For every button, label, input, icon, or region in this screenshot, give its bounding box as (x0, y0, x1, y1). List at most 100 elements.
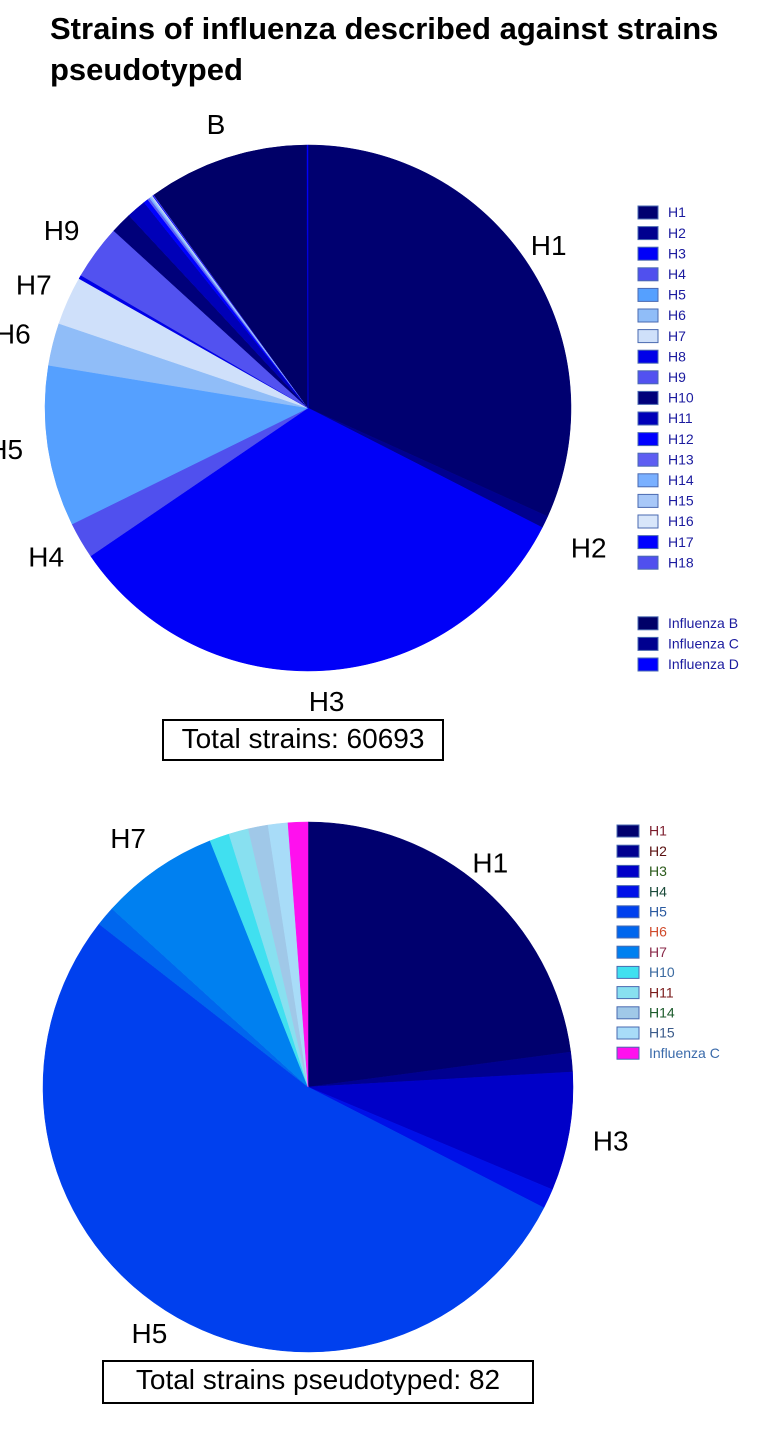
legend-label: H6 (649, 924, 667, 940)
legend-strains-pseudotyped: H1 H2 H3 H4 H5 H6 H7 H10 H11 H14 H15 Influenza C (616, 823, 720, 1061)
slice-label-h1: H1 (531, 230, 567, 261)
slice-label-h3: H3 (593, 1125, 629, 1156)
legend-swatch (637, 329, 659, 344)
pie-chart-strains-described: H1 H2 H3 H4 H5 H6 H7 H9 B (0, 109, 607, 717)
legend-item-h7: H7 (637, 328, 686, 344)
slice-label-h1: H1 (472, 847, 508, 878)
slice-label-h7: H7 (16, 269, 52, 300)
legend-swatch (637, 514, 659, 529)
legend-item-h6: H6 (637, 307, 686, 323)
legend-item-h1: H1 (637, 204, 686, 220)
legend-swatch (637, 636, 659, 651)
legend-label: Influenza D (668, 656, 739, 672)
pie-slice-h3 (90, 407, 543, 672)
legend-label: H1 (649, 823, 667, 839)
legend-label: H4 (668, 266, 686, 282)
legend-item-h13: H13 (637, 451, 694, 467)
pie-slice-h1 (307, 821, 571, 1088)
legend-label: H14 (668, 472, 694, 488)
legend-item-h1: H1 (616, 823, 667, 839)
legend-item-h18: H18 (637, 554, 694, 570)
legend-item-h5: H5 (616, 904, 667, 920)
legend-label: H14 (649, 1005, 675, 1021)
legend-label: H7 (668, 328, 686, 344)
legend-label: H15 (649, 1025, 675, 1041)
pie-chart-strains-pseudotyped: H1 H3 H5 H7 (42, 821, 629, 1353)
legend-item-h10: H10 (616, 964, 675, 980)
legend-swatch (637, 226, 659, 241)
pie-slice-h5 (44, 364, 309, 525)
legend-swatch (637, 657, 659, 672)
pie-slice-influenza-b (153, 144, 309, 409)
legend-label: H11 (649, 984, 674, 1000)
legend-label: H7 (649, 944, 667, 960)
legend-label: H12 (668, 431, 694, 447)
legend-label: H16 (668, 513, 694, 529)
legend-label: H13 (668, 451, 694, 467)
legend-item-h11: H11 (616, 984, 674, 1000)
legend-item-h10: H10 (637, 390, 694, 406)
legend-label: H2 (668, 225, 686, 241)
legend-swatch (616, 1006, 640, 1020)
legend-swatch (637, 452, 659, 467)
legend-label: H6 (668, 307, 686, 323)
legend-swatch (616, 986, 640, 1000)
legend-swatch (637, 349, 659, 364)
legend-swatch (637, 246, 659, 261)
slice-label-h5: H5 (0, 434, 23, 465)
legend-item-h4: H4 (637, 266, 686, 282)
legend-label: H11 (668, 410, 693, 426)
legend-label: H8 (668, 348, 686, 364)
legend-swatch (637, 493, 659, 508)
legend-item-h4: H4 (616, 883, 667, 899)
pie-slice-h5 (42, 923, 545, 1353)
slice-label-h7: H7 (110, 823, 146, 854)
legend-swatch (616, 1026, 640, 1040)
slice-label-h5: H5 (132, 1318, 168, 1349)
legend-item-h15: H15 (616, 1025, 675, 1041)
total-strains-label: Total strains: 60693 (181, 723, 425, 754)
legend-swatch (637, 287, 659, 302)
pie-slice-h7 (111, 840, 309, 1088)
legend-label: H18 (668, 554, 694, 570)
slice-label-h2: H2 (571, 533, 607, 564)
legend-swatch (637, 411, 659, 426)
chart-title: Strains of influenza described against s… (50, 11, 719, 87)
legend-swatch (637, 308, 659, 323)
pie-slice-influenza-d (306, 144, 309, 409)
legend-label: H3 (668, 245, 686, 261)
legend-swatch (637, 535, 659, 550)
legend-label: H3 (649, 863, 667, 879)
legend-label: H4 (649, 883, 667, 899)
slice-label-h3: H3 (309, 686, 345, 717)
legend-swatch (637, 267, 659, 282)
pie-slice-h1 (307, 144, 572, 517)
legend-item-h2: H2 (616, 843, 667, 859)
legend-swatch (637, 473, 659, 488)
total-pseudotyped-box: Total strains pseudotyped: 82 (102, 1360, 534, 1404)
total-pseudotyped-label: Total strains pseudotyped: 82 (135, 1364, 501, 1395)
slice-label-h4: H4 (28, 541, 64, 572)
legend-item-h15: H15 (637, 493, 694, 509)
legend-swatch (616, 885, 640, 899)
pie-slice-h3 (307, 1071, 574, 1190)
legend-label: H10 (668, 390, 694, 406)
legend-swatch (616, 965, 640, 979)
legend-label: H5 (668, 287, 686, 303)
legend-label: H10 (649, 964, 675, 980)
slice-label-h6: H6 (0, 319, 31, 350)
legend-label: Influenza C (649, 1045, 720, 1061)
legend-label: H1 (668, 204, 686, 220)
legend-item-influenza-d: Influenza D (637, 656, 739, 672)
legend-swatch (637, 205, 659, 220)
legend-swatch (637, 390, 659, 405)
legend-swatch (637, 370, 659, 385)
legend-label: H17 (668, 534, 694, 550)
legend-swatch (616, 864, 640, 878)
legend-item-h7: H7 (616, 944, 667, 960)
legend-strains-described: H1 H2 H3 H4 H5 H6 H7 H8 H9 H10 H11 H12 H13 H14 H15 H16 H… (637, 204, 739, 672)
legend-item-h8: H8 (637, 348, 686, 364)
slice-label-influenza-b: B (207, 109, 226, 140)
legend-label: H9 (668, 369, 686, 385)
